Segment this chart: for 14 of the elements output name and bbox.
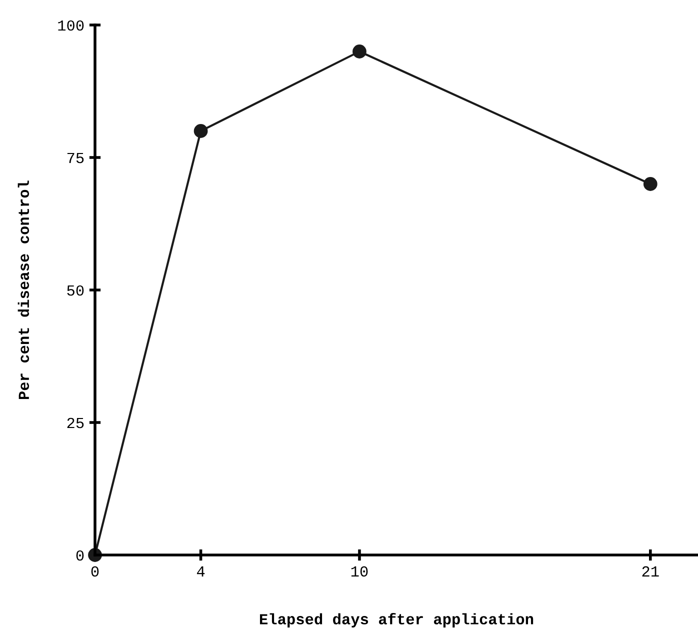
point [194, 124, 208, 138]
x-tick-label: 4 [196, 566, 205, 576]
y-tick-label: 75 [67, 152, 84, 164]
x-axis-title: Elapsed days after application [260, 612, 534, 628]
y-tick-label: 100 [58, 20, 84, 31]
y-axis-title: Per cent disease control [18, 180, 30, 400]
point [643, 177, 658, 191]
y-tick-label: 0 [76, 550, 84, 561]
x-tick-label: 21 [642, 566, 659, 576]
x-tick-label: 10 [351, 566, 368, 577]
x-tick-label: 0 [91, 566, 99, 577]
y-tick-label: 50 [67, 285, 84, 296]
point [352, 44, 366, 58]
y-tick-label: 25 [67, 418, 84, 428]
